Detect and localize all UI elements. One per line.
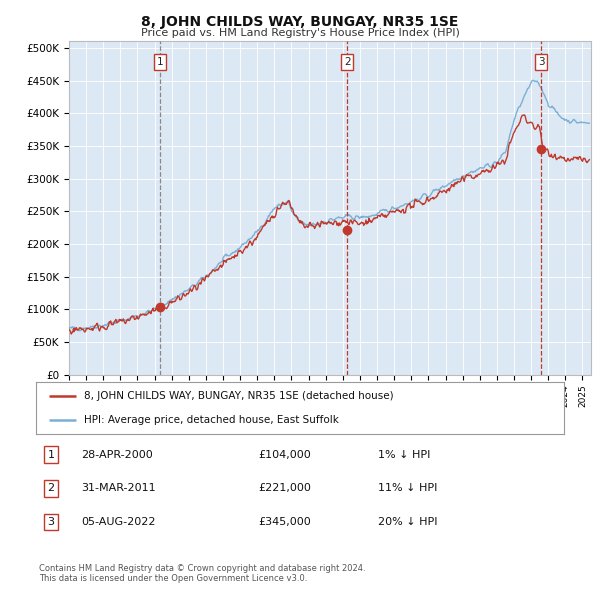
Text: £104,000: £104,000: [258, 450, 311, 460]
Text: 1: 1: [157, 57, 163, 67]
Text: 2: 2: [47, 483, 55, 493]
Text: £345,000: £345,000: [258, 517, 311, 527]
Text: HPI: Average price, detached house, East Suffolk: HPI: Average price, detached house, East…: [83, 415, 338, 425]
Text: 20% ↓ HPI: 20% ↓ HPI: [378, 517, 437, 527]
Text: 11% ↓ HPI: 11% ↓ HPI: [378, 483, 437, 493]
Text: Contains HM Land Registry data © Crown copyright and database right 2024.
This d: Contains HM Land Registry data © Crown c…: [39, 563, 365, 583]
Text: 1: 1: [47, 450, 55, 460]
Text: 1% ↓ HPI: 1% ↓ HPI: [378, 450, 430, 460]
Text: 3: 3: [538, 57, 545, 67]
Text: 8, JOHN CHILDS WAY, BUNGAY, NR35 1SE: 8, JOHN CHILDS WAY, BUNGAY, NR35 1SE: [142, 15, 458, 30]
Text: 05-AUG-2022: 05-AUG-2022: [81, 517, 155, 527]
Text: £221,000: £221,000: [258, 483, 311, 493]
Text: 2: 2: [344, 57, 350, 67]
Text: 31-MAR-2011: 31-MAR-2011: [81, 483, 155, 493]
Text: Price paid vs. HM Land Registry's House Price Index (HPI): Price paid vs. HM Land Registry's House …: [140, 28, 460, 38]
Text: 8, JOHN CHILDS WAY, BUNGAY, NR35 1SE (detached house): 8, JOHN CHILDS WAY, BUNGAY, NR35 1SE (de…: [83, 391, 393, 401]
Text: 28-APR-2000: 28-APR-2000: [81, 450, 153, 460]
Text: 3: 3: [47, 517, 55, 527]
